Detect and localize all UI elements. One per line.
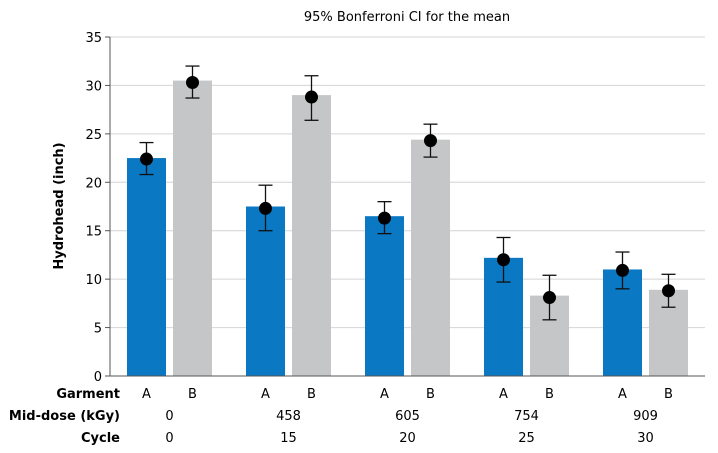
dose-label: 458 — [276, 409, 301, 424]
error-bars — [139, 65, 676, 321]
cycle-label: 25 — [518, 431, 535, 446]
dose-label: 0 — [165, 409, 173, 424]
axes — [105, 36, 705, 377]
dose-row-label: Mid-dose (kGy) — [9, 409, 120, 424]
garment-row-label: Garment — [56, 387, 120, 402]
cycle-label: 0 — [165, 431, 173, 446]
chart-title: 95% Bonferroni CI for the mean — [304, 10, 510, 25]
garment-label: A — [261, 387, 270, 402]
garment-label: A — [142, 387, 151, 402]
y-tick-label: 0 — [94, 370, 102, 385]
y-tick-label: 30 — [85, 79, 102, 94]
mean-point — [305, 90, 318, 104]
y-tick-label: 15 — [85, 225, 102, 240]
mean-point — [259, 201, 272, 215]
bar-B-1 — [292, 95, 331, 376]
mean-point — [616, 263, 629, 277]
cycle-label: 15 — [280, 431, 297, 446]
y-axis-label: Hydrohead (inch) — [52, 142, 67, 269]
garment-label: B — [664, 387, 673, 402]
mean-point — [186, 76, 199, 90]
y-tick-label: 35 — [85, 31, 102, 46]
garment-label: B — [545, 387, 554, 402]
bars — [127, 80, 688, 376]
bar-A-0 — [127, 158, 166, 376]
cycle-label: 30 — [637, 431, 654, 446]
mean-point — [662, 284, 675, 298]
mean-point — [543, 291, 556, 305]
garment-label: A — [499, 387, 508, 402]
dose-label: 605 — [395, 409, 420, 424]
y-tick-label: 20 — [85, 176, 102, 191]
y-tick-label: 25 — [85, 128, 102, 143]
garment-label: A — [618, 387, 627, 402]
bar-A-2 — [365, 216, 404, 376]
cycle-row-label: Cycle — [81, 431, 120, 446]
bar-B-2 — [411, 139, 450, 376]
bar-A-1 — [246, 206, 285, 376]
cycle-label: 20 — [399, 431, 416, 446]
dose-label: 754 — [514, 409, 539, 424]
mean-point — [378, 211, 391, 225]
mean-point — [140, 152, 153, 166]
mean-point — [424, 134, 437, 148]
dose-label: 909 — [633, 409, 658, 424]
y-tick-label: 5 — [94, 322, 102, 337]
mean-point — [497, 253, 510, 267]
garment-label: B — [307, 387, 316, 402]
garment-label: B — [426, 387, 435, 402]
garment-label: B — [188, 387, 197, 402]
bar-B-0 — [173, 80, 212, 376]
garment-label: A — [380, 387, 389, 402]
y-tick-label: 10 — [85, 273, 102, 288]
